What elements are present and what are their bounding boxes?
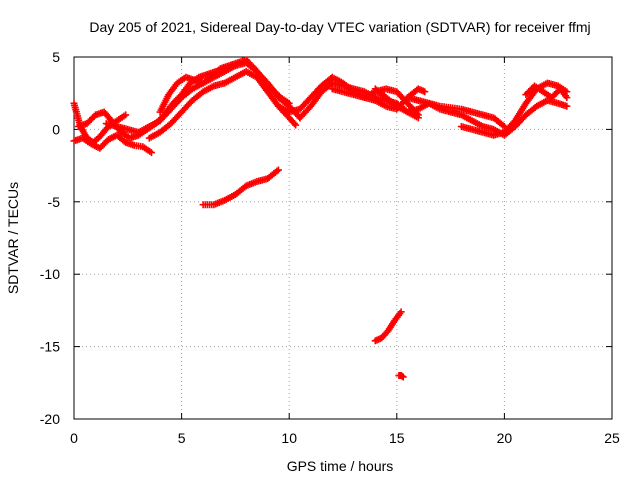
x-tick-label: 15 xyxy=(389,430,405,446)
y-tick-label: -5 xyxy=(48,194,61,210)
data-point xyxy=(397,308,405,316)
data-point xyxy=(290,120,298,128)
series-arc-14 xyxy=(199,166,282,209)
y-axis-label: SDTVAR / TECUs xyxy=(5,182,21,294)
data-point xyxy=(414,114,422,122)
y-tick-label: -15 xyxy=(40,339,60,355)
series-arc-6 xyxy=(156,56,293,116)
data-point xyxy=(274,166,282,174)
chart-title: Day 205 of 2021, Sidereal Day-to-day VTE… xyxy=(89,19,590,35)
y-tick-label: 5 xyxy=(52,49,60,65)
x-tick-label: 0 xyxy=(70,430,78,446)
data-point xyxy=(122,111,130,119)
y-tick-label: 0 xyxy=(52,121,60,137)
series-arc-13 xyxy=(522,82,571,102)
series-arc-3 xyxy=(74,65,229,142)
data-point xyxy=(285,99,293,107)
data-point xyxy=(563,102,571,110)
series-arc-2 xyxy=(70,131,155,157)
data-marks xyxy=(70,56,571,381)
data-point xyxy=(399,373,407,381)
y-tick-label: -10 xyxy=(40,266,60,282)
series-arc-16 xyxy=(395,372,407,381)
axis-ticks: 0 5 10 15 20 25 -20 -15 -10 -5 0 5 xyxy=(40,49,620,446)
data-point xyxy=(147,149,155,157)
data-point xyxy=(421,88,429,96)
x-tick-label: 20 xyxy=(497,430,513,446)
series-arc-12 xyxy=(457,79,571,139)
y-tick-label: -20 xyxy=(40,411,60,427)
plot-frame xyxy=(73,56,613,420)
series-arc-15 xyxy=(371,308,405,345)
data-point xyxy=(292,121,300,129)
x-tick-label: 25 xyxy=(604,430,620,446)
x-axis-label: GPS time / hours xyxy=(287,458,394,474)
x-tick-label: 10 xyxy=(281,430,297,446)
data-point xyxy=(563,94,571,102)
x-tick-label: 5 xyxy=(178,430,186,446)
